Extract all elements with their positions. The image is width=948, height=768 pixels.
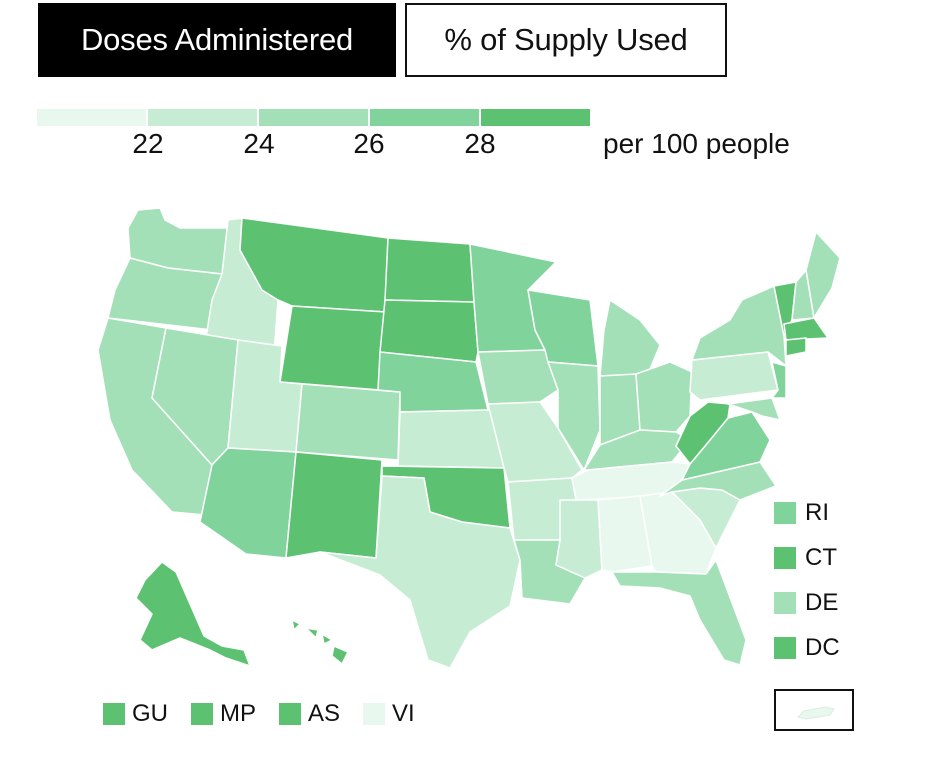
- legend-item-as[interactable]: AS: [279, 700, 340, 728]
- legend-item-de[interactable]: DE: [774, 580, 840, 625]
- scale-swatch-2: [148, 109, 257, 126]
- state-colorado[interactable]: [295, 383, 401, 461]
- puerto-rico-inset[interactable]: [774, 689, 854, 731]
- puerto-rico-shape: [797, 706, 835, 720]
- scale-tick-label: 24: [243, 128, 275, 159]
- us-state-map: [97, 207, 841, 669]
- scale-swatch-4: [370, 109, 479, 126]
- state-arizona[interactable]: [199, 447, 297, 559]
- scale-tick-label: 28: [464, 128, 496, 159]
- state-connecticut[interactable]: [785, 337, 807, 357]
- legend-item-mp[interactable]: MP: [191, 700, 256, 728]
- state-maine[interactable]: [805, 231, 841, 319]
- state-alabama[interactable]: [597, 495, 653, 573]
- legend-label: AS: [308, 700, 341, 727]
- state-new-jersey[interactable]: [771, 361, 787, 399]
- state-hawaii[interactable]: [291, 619, 349, 665]
- legend-label: MP: [220, 700, 256, 727]
- state-alaska[interactable]: [135, 561, 251, 667]
- state-missouri[interactable]: [487, 401, 583, 483]
- territory-legend: RI CT DE DC: [774, 490, 840, 670]
- legend-swatch: [774, 591, 796, 614]
- legend-swatch: [774, 546, 796, 569]
- state-north-dakota[interactable]: [384, 237, 475, 303]
- state-massachusetts[interactable]: [783, 317, 829, 341]
- state-mississippi[interactable]: [555, 499, 603, 579]
- state-florida[interactable]: [611, 559, 747, 666]
- state-new-mexico[interactable]: [285, 451, 383, 559]
- legend-item-ct[interactable]: CT: [774, 535, 840, 580]
- state-new-york[interactable]: [691, 285, 787, 367]
- color-scale: [37, 109, 590, 126]
- state-west-virginia[interactable]: [675, 401, 731, 465]
- scale-tick-label: 22: [132, 128, 164, 159]
- tab-doses-administered[interactable]: Doses Administered: [38, 3, 396, 77]
- legend-label: CT: [805, 543, 837, 571]
- legend-label: GU: [132, 700, 168, 727]
- legend-item-vi[interactable]: VI: [363, 700, 415, 728]
- legend-label: DE: [805, 588, 839, 616]
- tab-supply-used[interactable]: % of Supply Used: [405, 3, 727, 77]
- legend-swatch: [279, 703, 301, 725]
- state-maryland[interactable]: [727, 397, 781, 421]
- state-wyoming[interactable]: [279, 305, 386, 391]
- legend-item-gu[interactable]: GU: [103, 700, 168, 728]
- legend-swatch: [363, 703, 386, 725]
- state-south-dakota[interactable]: [379, 299, 479, 363]
- legend-label: DC: [805, 633, 840, 661]
- legend-swatch: [774, 636, 796, 659]
- scale-unit-label: per 100 people: [603, 128, 790, 159]
- state-michigan[interactable]: [599, 299, 661, 377]
- state-kansas[interactable]: [397, 409, 505, 469]
- state-ohio[interactable]: [635, 361, 693, 433]
- state-texas[interactable]: [319, 475, 521, 669]
- legend-label: RI: [805, 498, 829, 526]
- legend-swatch: [774, 501, 796, 524]
- legend-item-ri[interactable]: RI: [774, 490, 840, 535]
- scale-swatch-5: [481, 109, 590, 126]
- state-iowa[interactable]: [477, 349, 559, 405]
- bottom-territory-legend: GU MP AS VI: [103, 700, 438, 728]
- legend-swatch: [191, 703, 213, 725]
- scale-tick-label: 26: [353, 128, 385, 159]
- legend-item-dc[interactable]: DC: [774, 625, 840, 670]
- legend-label: VI: [392, 700, 415, 727]
- scale-swatch-3: [259, 109, 368, 126]
- legend-swatch: [103, 703, 125, 725]
- scale-swatch-1: [37, 109, 146, 126]
